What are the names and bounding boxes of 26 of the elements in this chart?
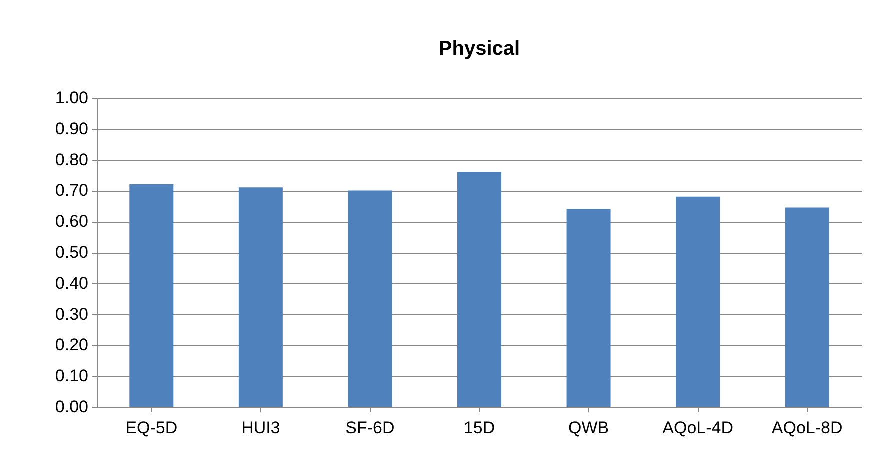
y-tick-label: 1.00	[55, 88, 88, 108]
x-tick-label: QWB	[568, 418, 610, 438]
y-tick-label: 0.70	[55, 181, 88, 200]
y-tick-label: 0.30	[55, 304, 88, 324]
bar	[458, 172, 502, 407]
y-tick-label: 0.90	[55, 119, 88, 138]
bar	[676, 196, 720, 407]
y-tick-label: 0.10	[55, 366, 88, 386]
x-tick-label: 15D	[464, 418, 496, 438]
x-tick-label: SF-6D	[346, 418, 395, 438]
chart-title: Physical	[438, 38, 520, 60]
bar	[348, 190, 392, 407]
bar	[238, 188, 283, 407]
x-tick-label: HUI3	[242, 418, 280, 438]
y-tick-label: 0.50	[55, 243, 88, 262]
bar	[566, 209, 611, 407]
bar	[130, 184, 174, 407]
bar	[785, 208, 830, 407]
x-tick-label: AQoL-4D	[662, 418, 734, 438]
y-tick-label: 0.20	[55, 336, 88, 355]
y-tick-label: 0.00	[55, 398, 88, 416]
y-tick-label: 0.60	[55, 212, 88, 232]
x-tick-label: EQ-5D	[126, 418, 178, 438]
y-tick-label: 0.40	[55, 274, 88, 293]
x-tick-label: AQoL-8D	[772, 418, 843, 438]
y-tick-label: 0.80	[55, 150, 88, 170]
